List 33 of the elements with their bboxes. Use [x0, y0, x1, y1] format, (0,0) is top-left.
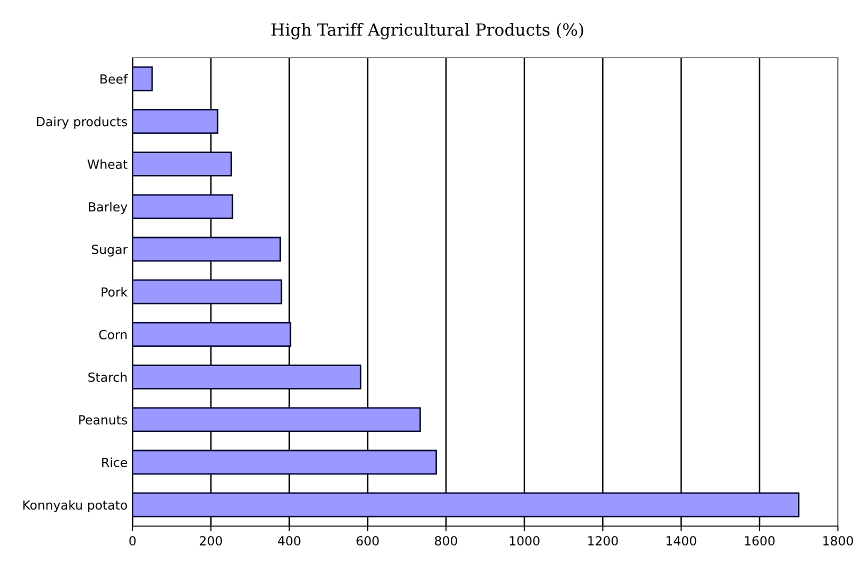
x-tick-label: 1600 — [744, 536, 775, 546]
y-tick-label: Starch — [88, 372, 127, 382]
bar — [132, 364, 362, 390]
y-tick-label: Beef — [100, 74, 128, 84]
y-tick-label: Dairy products — [37, 116, 128, 129]
bar — [132, 236, 281, 262]
x-tick-label: 1800 — [823, 536, 853, 546]
y-tick-label: Pork — [102, 287, 128, 297]
bar — [132, 279, 282, 304]
bar — [132, 194, 234, 220]
y-tick-label: Rice — [102, 457, 127, 468]
y-tick-label: Sugar — [92, 244, 128, 257]
bar — [132, 66, 153, 92]
x-tick-label: 800 — [434, 536, 458, 546]
x-tick-label: 1200 — [588, 536, 618, 546]
y-tick-label: Corn — [99, 330, 127, 340]
x-tick-label: 1400 — [666, 536, 696, 546]
x-tick-label: 600 — [356, 536, 379, 546]
bar — [132, 322, 292, 347]
y-tick-label: Peanuts — [79, 415, 128, 425]
bar — [132, 450, 437, 475]
bar — [132, 108, 218, 134]
x-tick-label: 200 — [200, 536, 222, 546]
bar — [132, 492, 800, 518]
chart-title: High Tariff Agricultural Products (%) — [271, 23, 584, 40]
x-tick-label: 0 — [129, 536, 136, 546]
x-tick-label: 400 — [278, 536, 300, 546]
bar — [132, 407, 421, 432]
y-tick-label: Wheat — [88, 159, 128, 169]
x-tick-label: 1000 — [510, 536, 540, 546]
y-tick-label: Konnyaku potato — [23, 500, 127, 512]
bar — [132, 152, 232, 176]
y-tick-label: Barley — [88, 202, 128, 214]
